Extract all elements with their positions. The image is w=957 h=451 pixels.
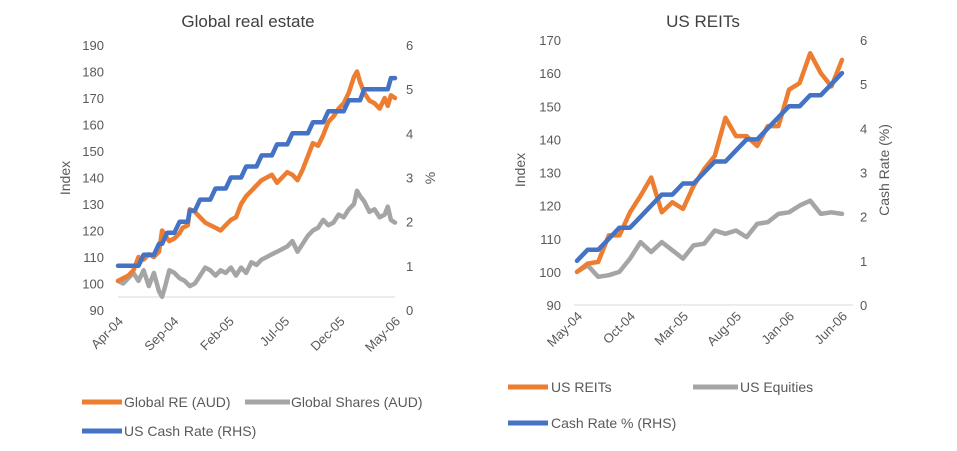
- legend-label-us-equities: US Equities: [740, 379, 813, 395]
- y2-tick-label: 3: [860, 166, 867, 181]
- x-tick-label: Jun-06: [811, 309, 850, 348]
- y-tick-label: 170: [539, 33, 561, 48]
- x-tick-label: Mar-05: [651, 309, 691, 349]
- y2-tick-label: 1: [860, 254, 867, 269]
- series-line-us-reits: [574, 51, 845, 275]
- y2-tick-label: 0: [860, 298, 867, 313]
- x-tick-label: Feb-05: [197, 314, 237, 354]
- y2-tick-label: 1: [406, 259, 413, 274]
- y2-tick-label: 6: [406, 38, 413, 53]
- y2-tick-label: 2: [406, 215, 413, 230]
- y-tick-label: 100: [82, 277, 104, 292]
- series-line-global-shares-aud: [115, 188, 398, 300]
- x-tick-label: May-04: [544, 309, 585, 350]
- y2-axis-label: Cash Rate (%): [876, 124, 892, 216]
- chart-title: Global real estate: [181, 12, 314, 31]
- y-axis-label: Index: [512, 153, 528, 187]
- x-tick-label: Apr-04: [88, 314, 126, 352]
- y2-tick-label: 2: [860, 210, 867, 225]
- y-tick-label: 100: [539, 265, 561, 280]
- y-tick-label: 140: [82, 171, 104, 186]
- y-tick-label: 90: [547, 298, 561, 313]
- legend-label-global-shares: Global Shares (AUD): [291, 394, 423, 410]
- y-tick-label: 160: [539, 66, 561, 81]
- legend-label-global-re: Global RE (AUD): [124, 394, 231, 410]
- y2-tick-label: 6: [860, 33, 867, 48]
- y-tick-label: 130: [539, 166, 561, 181]
- x-tick-label: Dec-05: [307, 314, 347, 354]
- legend-label-cash-rate: Cash Rate % (RHS): [551, 415, 676, 431]
- y-tick-label: 150: [82, 144, 104, 159]
- y-tick-label: 110: [540, 232, 561, 247]
- y-tick-label: 130: [82, 197, 104, 212]
- y-tick-label: 190: [82, 38, 104, 53]
- y-tick-label: 120: [539, 199, 561, 214]
- y2-tick-label: 4: [406, 126, 413, 141]
- y-tick-label: 90: [90, 303, 104, 318]
- legend-label-us-cash-rate: US Cash Rate (RHS): [124, 423, 256, 439]
- x-tick-label: Oct-04: [600, 309, 638, 347]
- legend: Global RE (AUD) Global Shares (AUD) US C…: [82, 394, 423, 439]
- chart-us-reits: US REITs Index Cash Rate (%) 90100110120…: [508, 12, 892, 431]
- x-tick-label: Jul-05: [257, 314, 293, 350]
- series-line-us-cash-rate-rhs: [115, 75, 398, 269]
- y2-tick-label: 5: [860, 77, 867, 92]
- x-tick-label: May-06: [362, 314, 403, 355]
- y-tick-label: 120: [82, 224, 104, 239]
- x-tick-label: Sep-04: [141, 314, 181, 354]
- legend-label-us-reits: US REITs: [551, 379, 612, 395]
- y-axis-label: Index: [57, 161, 73, 195]
- y2-axis-label: %: [422, 172, 438, 184]
- y-tick-label: 180: [82, 65, 104, 80]
- series-line-cash-rate-rhs: [574, 70, 845, 264]
- y2-tick-label: 0: [406, 303, 413, 318]
- x-tick-label: Jan-06: [758, 309, 797, 348]
- legend: US REITs US Equities Cash Rate % (RHS): [508, 379, 813, 431]
- y2-tick-label: 4: [860, 121, 867, 136]
- series-line-global-re-aud: [115, 69, 398, 284]
- y-tick-label: 150: [539, 99, 561, 114]
- chart-title: US REITs: [666, 12, 740, 31]
- series-line-us-equities: [574, 198, 845, 280]
- y2-tick-label: 5: [406, 82, 413, 97]
- y-tick-label: 160: [82, 118, 104, 133]
- y2-tick-label: 3: [406, 171, 413, 186]
- x-tick-label: Aug-05: [704, 309, 744, 349]
- y-tick-label: 110: [83, 250, 104, 265]
- y-tick-label: 170: [82, 91, 104, 106]
- chart-global-real-estate: Global real estate Index % 9010011012013…: [57, 12, 438, 439]
- y-tick-label: 140: [539, 132, 561, 147]
